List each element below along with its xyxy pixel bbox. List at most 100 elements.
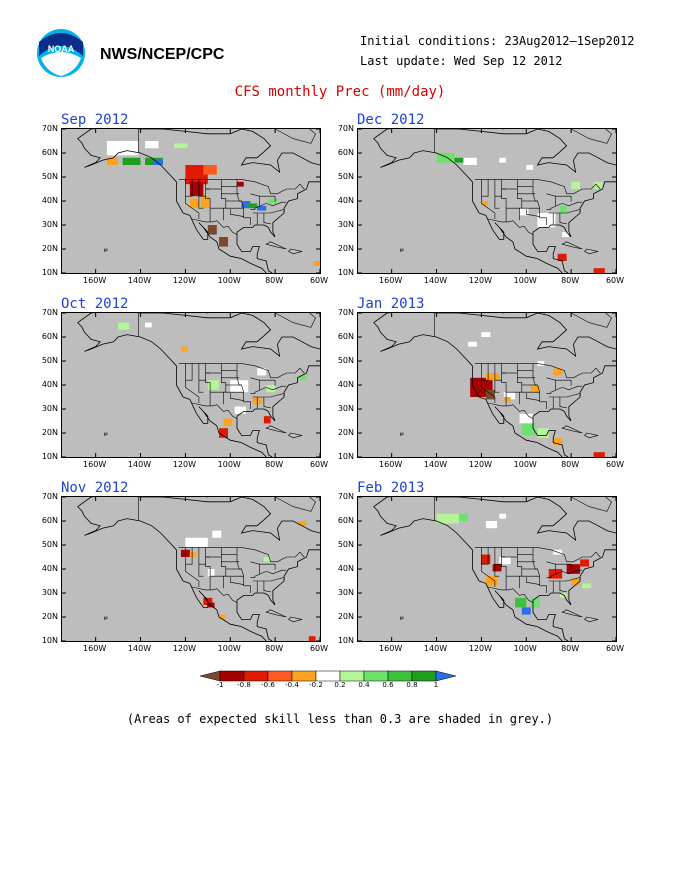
political-border xyxy=(178,547,305,563)
map-panel xyxy=(357,128,617,274)
anomaly-cell xyxy=(308,636,316,641)
footnote: (Areas of expected skill less than 0.3 a… xyxy=(126,712,554,726)
anomaly-cell xyxy=(297,521,307,526)
island-outline xyxy=(104,248,108,252)
precip-map xyxy=(358,313,616,457)
lat-label: 40N xyxy=(337,380,354,389)
lon-label: 100W xyxy=(513,276,537,285)
anomaly-cell xyxy=(189,198,199,209)
coastline xyxy=(77,129,320,273)
lon-label: 120W xyxy=(468,460,492,469)
political-border xyxy=(185,179,200,219)
political-border xyxy=(178,363,305,379)
political-border xyxy=(221,179,227,221)
island-outline xyxy=(561,609,583,618)
legend-swatch xyxy=(363,670,389,682)
legend-swatch xyxy=(315,670,341,682)
lat-label: 70N xyxy=(337,308,354,317)
anomaly-cell xyxy=(122,157,141,165)
anomaly-cell xyxy=(106,157,119,165)
lon-label: 100W xyxy=(217,644,241,653)
anomaly-cell xyxy=(481,332,491,337)
lon-label: 140W xyxy=(423,276,448,285)
political-border xyxy=(252,209,285,214)
anomaly-cell xyxy=(553,437,563,445)
political-border xyxy=(548,209,581,214)
anomaly-cell xyxy=(503,397,511,402)
lat-label: 60N xyxy=(41,516,58,525)
political-border xyxy=(198,196,204,209)
map-panel xyxy=(357,496,617,642)
map-panel xyxy=(61,496,321,642)
lon-label: 160W xyxy=(83,644,107,653)
island-outline xyxy=(584,616,599,623)
lon-label: 120W xyxy=(172,644,196,653)
anomaly-cell xyxy=(223,418,233,426)
anomaly-cell xyxy=(297,375,307,381)
political-border xyxy=(250,561,276,565)
anomaly-cell xyxy=(436,513,459,524)
anomaly-cell xyxy=(313,261,320,266)
legend-tick-label: 1 xyxy=(433,681,439,689)
political-border xyxy=(236,547,251,593)
political-border xyxy=(185,547,200,587)
political-border xyxy=(481,179,489,197)
panel-title: Sep 2012 xyxy=(61,112,129,128)
legend-arrow-high xyxy=(435,670,457,682)
political-border xyxy=(198,547,206,565)
anomaly-cell xyxy=(145,322,152,328)
lat-label: 50N xyxy=(41,172,58,181)
lat-label: 60N xyxy=(337,516,354,525)
political-border xyxy=(494,179,502,197)
political-border xyxy=(517,363,523,405)
anomaly-cell xyxy=(153,160,163,165)
island-outline xyxy=(274,497,316,512)
island-outline xyxy=(274,313,316,328)
anomaly-cell xyxy=(201,196,211,209)
anomaly-cell xyxy=(257,368,267,376)
lat-label: 10N xyxy=(41,452,58,461)
political-border xyxy=(205,547,211,590)
island-outline xyxy=(584,432,599,439)
panel-title: Jan 2013 xyxy=(357,296,425,312)
political-border xyxy=(474,547,601,563)
political-border xyxy=(230,393,244,401)
island-outline xyxy=(570,129,612,144)
lon-label: 160W xyxy=(83,460,107,469)
legend-swatch xyxy=(339,670,365,682)
lat-label: 70N xyxy=(41,124,58,133)
anomaly-cell xyxy=(485,521,498,529)
anomaly-cell xyxy=(481,554,491,565)
lat-label: 10N xyxy=(41,268,58,277)
svg-text:NOAA: NOAA xyxy=(48,44,75,54)
lat-label: 60N xyxy=(41,148,58,157)
legend-tick-label: -0.8 xyxy=(237,681,251,689)
lat-label: 10N xyxy=(41,636,58,645)
political-border xyxy=(546,569,583,578)
legend-tick-label: -0.4 xyxy=(285,681,299,689)
lat-label: 20N xyxy=(41,428,58,437)
political-border xyxy=(263,397,271,409)
legend-swatch xyxy=(411,670,437,682)
political-border xyxy=(192,586,238,603)
political-border xyxy=(501,547,507,590)
lat-label: 70N xyxy=(41,308,58,317)
island-outline xyxy=(274,129,316,144)
lat-label: 70N xyxy=(337,124,354,133)
island-outline xyxy=(400,432,404,436)
anomaly-cell xyxy=(207,380,220,390)
anomaly-cell xyxy=(582,583,592,589)
lat-label: 40N xyxy=(337,196,354,205)
lat-label: 20N xyxy=(41,244,58,253)
legend-tick-label: 0.6 xyxy=(382,681,394,689)
legend-arrow-low xyxy=(199,670,221,682)
political-border xyxy=(250,201,287,210)
political-border xyxy=(178,179,305,195)
lat-label: 20N xyxy=(337,244,354,253)
lon-label: 60W xyxy=(309,460,329,469)
anomaly-cell xyxy=(593,181,603,189)
lon-label: 160W xyxy=(83,276,107,285)
anomaly-cell xyxy=(185,537,208,548)
political-border xyxy=(526,577,540,585)
lat-label: 40N xyxy=(41,564,58,573)
